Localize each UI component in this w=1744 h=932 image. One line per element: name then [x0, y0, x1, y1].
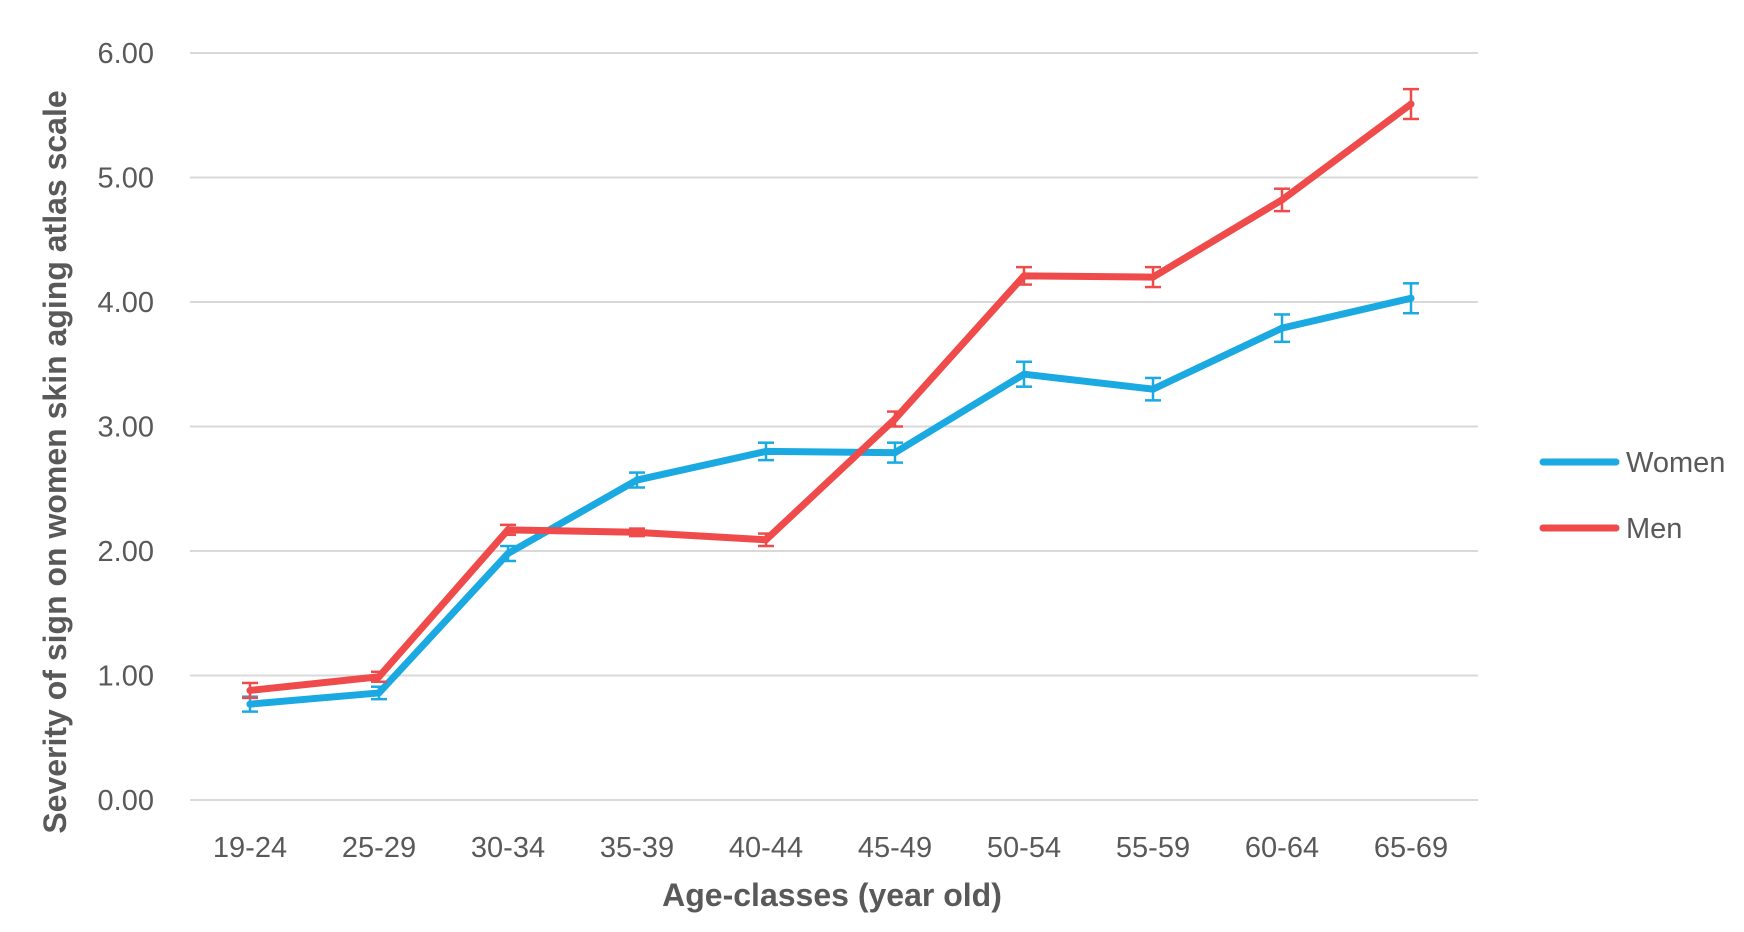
- y-axis-title: Severity of sign on women skin aging atl…: [37, 90, 73, 833]
- grid-layer: [190, 52, 1478, 801]
- x-axis-title: Age-classes (year old): [662, 877, 1002, 913]
- y-axis-ticks: 0.00 1.00 2.00 3.00 4.00 5.00 6.00: [98, 38, 154, 817]
- y-tick-label: 5.00: [98, 163, 154, 195]
- series-layer: [242, 87, 1419, 713]
- x-axis-ticks: 19-24 25-29 30-34 35-39 40-44 45-49 50-54 55-59…: [213, 832, 1448, 864]
- data-point: [504, 526, 512, 534]
- y-tick-label: 4.00: [98, 287, 154, 319]
- series-line: [246, 294, 1415, 708]
- data-point: [1407, 100, 1415, 108]
- y-tick-label: 1.00: [98, 661, 154, 693]
- data-point: [1020, 370, 1028, 378]
- legend-label: Men: [1626, 513, 1682, 545]
- x-tick-label: 19-24: [213, 832, 287, 864]
- x-tick-label: 50-54: [987, 832, 1061, 864]
- data-point: [1149, 385, 1157, 393]
- data-point: [891, 449, 899, 457]
- y-tick-label: 2.00: [98, 536, 154, 568]
- data-point: [1407, 294, 1415, 302]
- data-point: [633, 476, 641, 484]
- data-point: [1149, 273, 1157, 281]
- data-point: [1020, 272, 1028, 280]
- data-point: [504, 549, 512, 557]
- series-line: [246, 100, 1415, 694]
- series-women: [242, 282, 1419, 713]
- legend: Women Men: [1539, 447, 1725, 545]
- series-men: [242, 87, 1419, 700]
- data-point: [375, 689, 383, 697]
- data-point: [375, 673, 383, 681]
- data-point: [762, 447, 770, 455]
- y-tick-label: 3.00: [98, 412, 154, 444]
- x-tick-label: 55-59: [1116, 832, 1190, 864]
- legend-label: Women: [1626, 447, 1725, 479]
- y-tick-label: 0.00: [98, 785, 154, 817]
- data-point: [633, 528, 641, 536]
- data-point: [246, 686, 254, 694]
- data-point: [1278, 196, 1286, 204]
- x-tick-label: 30-34: [471, 832, 545, 864]
- y-tick-label: 6.00: [98, 38, 154, 70]
- x-tick-label: 60-64: [1245, 832, 1319, 864]
- data-point: [1278, 324, 1286, 332]
- legend-item-women: Women: [1539, 447, 1725, 479]
- x-tick-label: 45-49: [858, 832, 932, 864]
- data-point: [762, 536, 770, 544]
- data-point: [891, 415, 899, 423]
- x-tick-label: 40-44: [729, 832, 803, 864]
- x-tick-label: 25-29: [342, 832, 416, 864]
- x-tick-label: 35-39: [600, 832, 674, 864]
- x-tick-label: 65-69: [1374, 832, 1448, 864]
- legend-item-men: Men: [1539, 513, 1682, 545]
- data-point: [246, 700, 254, 708]
